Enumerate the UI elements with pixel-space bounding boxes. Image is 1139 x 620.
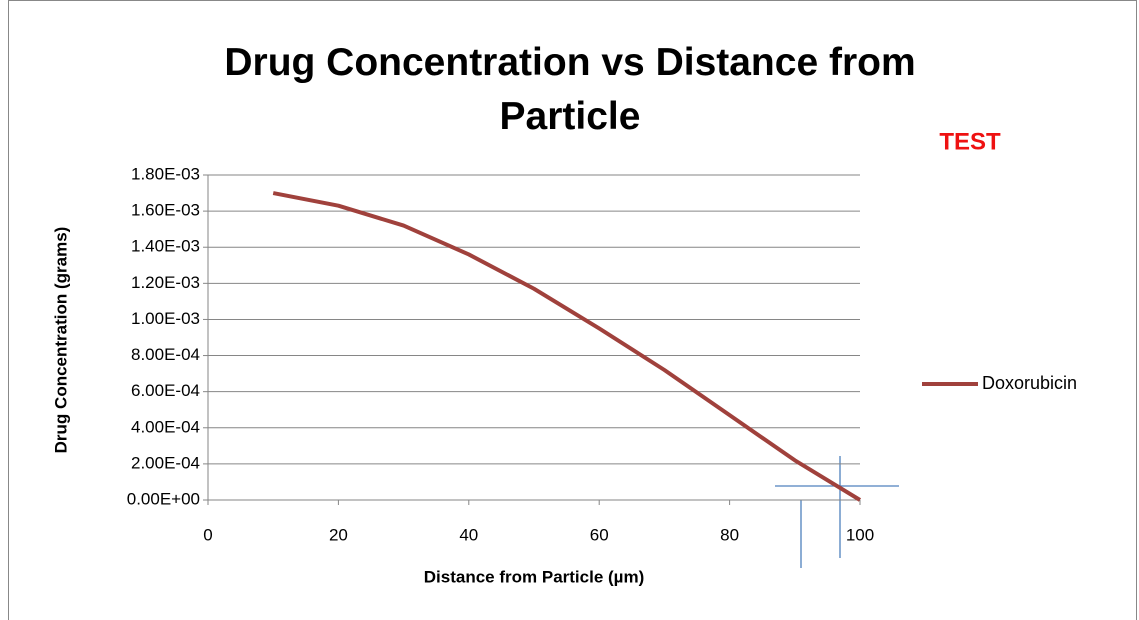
y-tick-label: 1.20E-03 [131, 273, 200, 292]
x-tick-label: 80 [720, 525, 739, 544]
x-tick-label: 100 [846, 525, 874, 544]
y-tick-label: 0.00E+00 [127, 489, 200, 508]
y-tick-label: 1.00E-03 [131, 309, 200, 328]
y-tick-label: 1.60E-03 [131, 201, 200, 220]
x-tick-label: 20 [329, 525, 348, 544]
annotation: TEST [939, 128, 1001, 155]
x-tick-label: 40 [459, 525, 478, 544]
y-tick-label: 8.00E-04 [131, 345, 200, 364]
y-axis-label: Drug Concentration (grams) [51, 227, 70, 454]
y-tick-label: 1.80E-03 [131, 164, 200, 183]
y-tick-label: 4.00E-04 [131, 417, 200, 436]
x-axis-label: Distance from Particle (µm) [424, 567, 644, 586]
chart-border [8, 0, 1137, 620]
x-tick-label: 60 [590, 525, 609, 544]
y-tick-label: 6.00E-04 [131, 381, 200, 400]
chart-title: Drug Concentration vs Distance from Part… [224, 41, 916, 138]
data-line [272, 191, 862, 502]
crosshair [775, 456, 899, 568]
y-tick-label: 2.00E-04 [131, 453, 200, 472]
y-tick-label: 1.40E-03 [131, 237, 200, 256]
x-tick-label: 0 [203, 525, 212, 544]
legend-label: Doxorubicin [982, 373, 1077, 393]
